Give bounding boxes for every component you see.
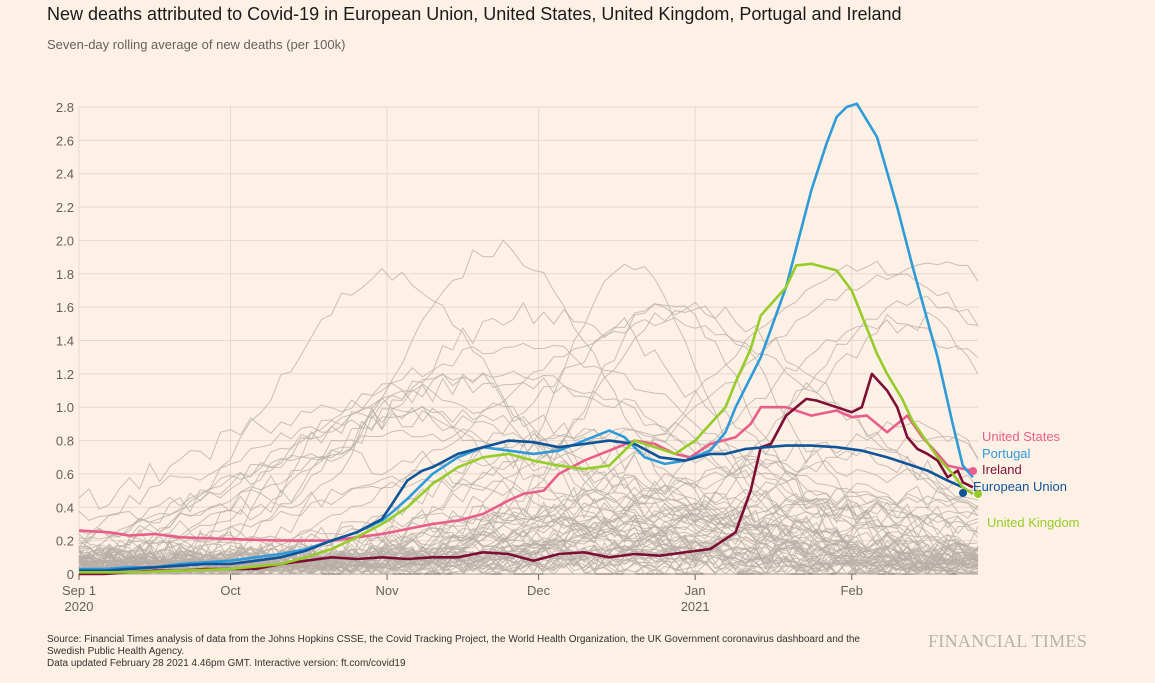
x-tick-label: Oct — [220, 583, 241, 598]
background-country-line — [78, 505, 979, 574]
series-end-marker-united-kingdom — [974, 490, 982, 498]
background-country-line — [78, 260, 979, 575]
background-country-line — [78, 382, 979, 566]
background-country-line — [78, 427, 979, 554]
x-tick-year: 2021 — [681, 599, 710, 614]
y-tick-label: 1.2 — [56, 367, 74, 382]
series-label-united-kingdom: United Kingdom — [987, 515, 1080, 530]
x-tick-label: Nov — [376, 583, 400, 598]
background-country-line — [78, 317, 979, 573]
series-line-united-kingdom — [79, 262, 974, 574]
background-country-line — [78, 441, 979, 568]
background-country-line — [78, 442, 979, 571]
series-label-united-states: United States — [982, 429, 1061, 444]
background-country-line — [78, 505, 979, 559]
series-line-european-union — [79, 439, 974, 572]
chart-subtitle: Seven-day rolling average of new deaths … — [47, 37, 346, 52]
chart-title: New deaths attributed to Covid-19 in Eur… — [47, 4, 902, 24]
background-country-line — [78, 342, 979, 546]
series-end-marker-united-states — [969, 467, 977, 475]
source-line-1: Source: Financial Times analysis of data… — [47, 634, 860, 645]
background-country-line — [78, 478, 979, 552]
y-tick-label: 0.8 — [56, 434, 74, 449]
background-country-line — [78, 500, 979, 575]
series-label-european-union: European Union — [973, 479, 1067, 494]
y-tick-label: 2.4 — [56, 167, 74, 182]
background-country-line — [78, 301, 979, 564]
y-tick-label: 2.0 — [56, 233, 74, 248]
y-tick-label: 1.8 — [56, 267, 74, 282]
y-tick-label: 0.6 — [56, 467, 74, 482]
y-axis: 0 0.2 0.4 0.6 0.8 1.0 1.2 1.4 1.6 1.8 2.0 2.2 2.4 2.6… — [56, 100, 74, 582]
background-country-line — [78, 261, 979, 562]
x-tick-label: Feb — [841, 583, 863, 598]
source-line-2: Swedish Public Health Agency. — [47, 646, 185, 657]
x-tick-label: Sep 1 — [62, 583, 96, 598]
highlighted-series — [78, 102, 974, 576]
series-line-united-states — [78, 405, 974, 542]
background-country-line — [78, 311, 979, 576]
y-tick-label: 0.2 — [56, 534, 74, 549]
x-tick-year: 2020 — [65, 599, 94, 614]
background-country-line — [78, 407, 979, 572]
series-label-portugal: Portugal — [982, 446, 1031, 461]
series-end-marker-european-union — [959, 489, 967, 497]
y-tick-label: 0.4 — [56, 500, 74, 515]
series-line-portugal — [79, 102, 974, 571]
x-tick-label: Dec — [527, 583, 551, 598]
y-tick-label: 2.8 — [56, 100, 74, 115]
background-country-line — [78, 515, 979, 575]
y-tick-label: 1.6 — [56, 300, 74, 315]
y-tick-label: 2.6 — [56, 133, 74, 148]
y-tick-label: 1.4 — [56, 334, 74, 349]
gridlines — [78, 106, 978, 575]
background-country-line — [78, 371, 979, 556]
data-updated-note: Data updated February 28 2021 4.46pm GMT… — [47, 658, 406, 669]
y-tick-label: 1.0 — [56, 400, 74, 415]
series-label-ireland: Ireland — [982, 462, 1022, 477]
y-tick-label: 2.2 — [56, 200, 74, 215]
source-note: Source: Financial Times analysis of data… — [47, 634, 927, 670]
background-country-line — [78, 370, 979, 556]
y-tick-label: 0 — [67, 567, 74, 582]
background-country-line — [78, 435, 979, 567]
x-tick-label: Jan — [685, 583, 706, 598]
financial-times-logo: FINANCIAL TIMES — [928, 631, 1088, 651]
